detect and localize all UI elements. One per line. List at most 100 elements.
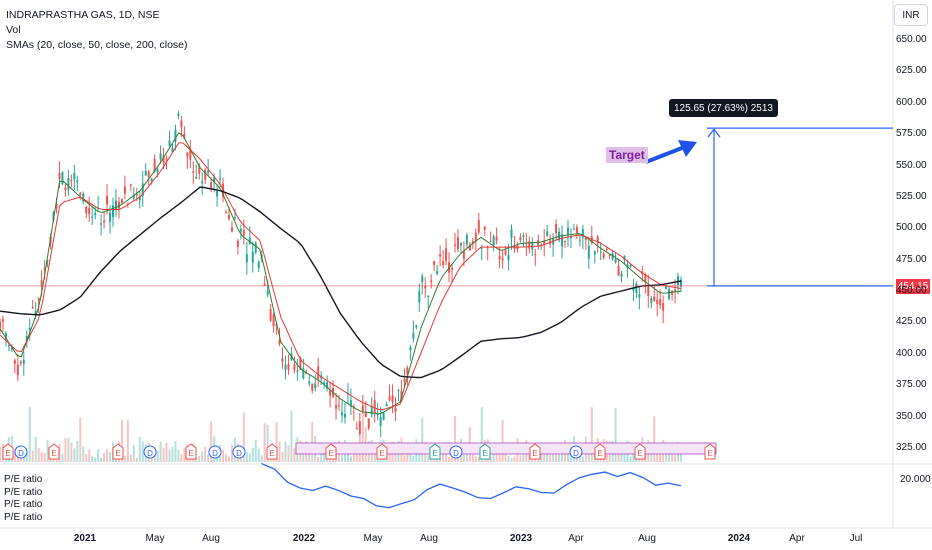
dividend-event-icon[interactable]: D: [14, 445, 28, 459]
candle-body: [168, 140, 171, 146]
candle-body: [10, 347, 13, 350]
candle-body: [349, 400, 352, 407]
candle-body: [480, 248, 483, 250]
candle-body: [427, 295, 430, 297]
svg-text:E: E: [379, 449, 384, 458]
candle-body: [67, 177, 70, 190]
candle-body: [462, 250, 465, 259]
volume-bar: [290, 410, 293, 462]
volume-bar: [25, 452, 28, 462]
volume-bar: [287, 445, 290, 462]
earnings-event-icon[interactable]: E: [112, 443, 124, 460]
earnings-event-icon[interactable]: E: [266, 443, 278, 460]
candle-body: [504, 250, 507, 255]
candle-body: [7, 345, 10, 347]
candle-body: [412, 333, 415, 339]
candle-body: [605, 248, 608, 250]
earnings-event-icon[interactable]: E: [479, 443, 491, 460]
candle-body: [305, 372, 308, 374]
volume-bar: [153, 454, 156, 462]
candle-body: [355, 428, 358, 430]
candle-body: [391, 395, 394, 402]
candle-body: [233, 216, 236, 219]
earnings-event-icon[interactable]: E: [48, 443, 60, 460]
time-tick-label: May: [363, 533, 383, 544]
price-tick-label: 525.00: [896, 190, 927, 202]
dividend-event-icon[interactable]: D: [569, 445, 583, 459]
earnings-event-icon[interactable]: E: [704, 443, 716, 460]
volume-bar: [198, 455, 201, 462]
svg-text:D: D: [453, 449, 459, 458]
volume-bar: [168, 449, 171, 462]
earnings-event-icon[interactable]: E: [376, 443, 388, 460]
candle-body: [213, 177, 216, 183]
candle-body: [55, 203, 58, 209]
measure-label: 125.65 (27.63%) 2513: [669, 99, 778, 117]
pe-axis-tick: 20.000: [900, 474, 931, 485]
candle-body: [16, 364, 19, 376]
measure-arrowhead: [707, 128, 721, 138]
candle-body: [73, 172, 76, 180]
candle-body: [439, 254, 442, 257]
volume-bar: [73, 448, 76, 462]
earnings-event-icon[interactable]: E: [185, 443, 197, 460]
candle-body: [156, 169, 159, 173]
candle-body: [370, 406, 373, 415]
dividend-event-icon[interactable]: D: [143, 445, 157, 459]
dividend-event-icon[interactable]: D: [449, 445, 463, 459]
candle-body: [147, 171, 150, 177]
candle-body: [409, 347, 412, 351]
price-tick-label: 475.00: [896, 253, 927, 265]
earnings-event-icon[interactable]: E: [634, 443, 646, 460]
earnings-event-icon[interactable]: E: [2, 443, 14, 460]
candle-body: [522, 235, 525, 238]
dividend-event-icon[interactable]: D: [208, 445, 222, 459]
candle-body: [281, 358, 284, 362]
candle-body: [415, 325, 418, 328]
volume-bar: [138, 436, 141, 462]
candle-body: [620, 274, 623, 277]
volume-bar: [427, 455, 430, 462]
candle-body: [608, 254, 611, 256]
candle-body: [171, 147, 174, 153]
volume-bar: [162, 447, 165, 462]
candle-body: [650, 298, 653, 303]
earnings-event-icon[interactable]: E: [594, 443, 606, 460]
candle-body: [406, 367, 409, 375]
volume-bar: [590, 407, 593, 462]
volume-bar: [302, 451, 305, 462]
candle-body: [236, 240, 239, 247]
volume-bar: [260, 455, 263, 462]
candle-body: [28, 327, 31, 330]
volume-bar: [242, 412, 245, 462]
earnings-event-icon[interactable]: E: [529, 443, 541, 460]
dividend-event-icon[interactable]: D: [232, 445, 246, 459]
candle-body: [635, 283, 638, 293]
earnings-event-icon[interactable]: E: [429, 443, 441, 460]
candle-body: [22, 359, 25, 364]
candle-body: [91, 216, 94, 218]
earnings-event-icon[interactable]: E: [325, 443, 337, 460]
volume-bar: [135, 457, 138, 462]
candle-body: [465, 235, 468, 245]
volume-bar: [106, 448, 109, 462]
candle-body: [19, 361, 22, 364]
candle-body: [451, 268, 454, 270]
candle-body: [662, 303, 665, 311]
svg-text:E: E: [432, 449, 437, 458]
candle-body: [433, 261, 436, 266]
volume-bar: [278, 441, 281, 462]
candle-body: [323, 382, 326, 385]
candle-body: [88, 207, 91, 215]
pe-label: P/E ratio: [4, 486, 43, 498]
candle-body: [293, 364, 296, 371]
chart-legend: INDRAPRASTHA GAS, 1D, NSE Vol SMAs (20, …: [6, 8, 188, 53]
candle-body: [367, 418, 370, 429]
currency-button[interactable]: INR: [894, 4, 928, 26]
candle-body: [326, 382, 329, 389]
candle-body: [138, 196, 141, 201]
time-tick-label: Jul: [849, 533, 863, 544]
volume-bar: [412, 455, 415, 462]
volume-bar: [165, 442, 168, 462]
